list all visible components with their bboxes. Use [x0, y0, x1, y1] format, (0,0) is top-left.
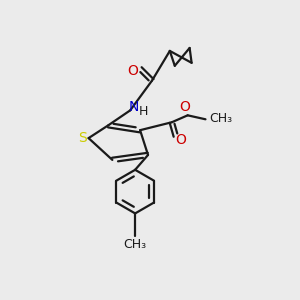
Text: S: S	[78, 131, 87, 145]
Text: H: H	[138, 105, 148, 118]
Text: CH₃: CH₃	[124, 238, 147, 250]
Text: O: O	[175, 133, 186, 147]
Text: O: O	[179, 100, 190, 114]
Text: CH₃: CH₃	[209, 112, 232, 125]
Text: N: N	[129, 100, 139, 114]
Text: O: O	[128, 64, 139, 78]
